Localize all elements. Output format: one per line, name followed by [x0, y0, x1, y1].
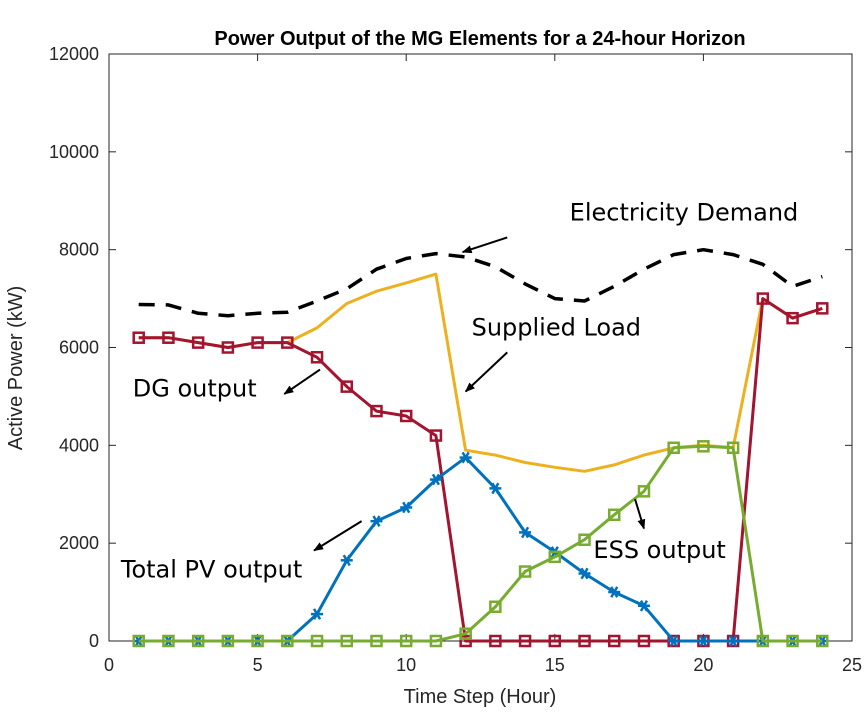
dg-output-point — [459, 634, 472, 648]
dg-output-point — [489, 634, 502, 648]
dg-output-point — [548, 634, 562, 648]
x-tick-label: 10 — [396, 655, 416, 675]
dg-output-point — [518, 634, 532, 648]
chart-title: Power Output of the MG Elements for a 24… — [214, 28, 745, 50]
ess-output-point — [162, 634, 175, 648]
dg-output-point — [340, 380, 354, 393]
total-pv-output-annotation: Total PV output — [120, 555, 302, 583]
total-pv-output-point — [637, 599, 650, 612]
ess-output-point — [518, 565, 532, 578]
x-tick-label: 25 — [842, 655, 862, 675]
ess-output-point — [756, 634, 770, 648]
dg-output-point — [281, 336, 294, 349]
dg-output-point — [607, 634, 621, 648]
ess-output-point — [429, 634, 443, 648]
ess-output-point — [310, 634, 324, 648]
y-axis-label: Active Power (kW) — [5, 286, 27, 450]
total-pv-output-point — [519, 526, 532, 539]
total-pv-output-point — [697, 635, 710, 647]
ess-output-point — [578, 533, 591, 546]
ess-output-point — [281, 634, 294, 648]
ess-output-point — [548, 550, 562, 564]
dg-output-point — [310, 351, 324, 364]
total-pv-output-arrow — [313, 520, 363, 552]
ess-output-point — [459, 627, 472, 640]
ess-output-point — [667, 441, 680, 455]
x-tick-label: 20 — [693, 655, 713, 675]
total-pv-output-point — [429, 473, 442, 486]
total-pv-output-point — [578, 567, 591, 580]
dg-output-point — [816, 302, 829, 315]
dg-output-point — [578, 634, 591, 648]
x-tick-label: 5 — [253, 655, 263, 675]
dg-output-point — [429, 429, 443, 442]
total-pv-output-point — [311, 608, 324, 620]
y-tick-label: 10000 — [49, 142, 99, 162]
x-axis-label: Time Step (Hour) — [404, 686, 557, 708]
dg-output-point — [786, 311, 799, 325]
ess-output-point — [251, 634, 264, 648]
ess-output-annotation: ESS output — [593, 536, 725, 564]
ess-output-point — [399, 634, 413, 648]
ess-output-point — [607, 508, 621, 522]
dg-output-arrow — [283, 368, 321, 395]
dg-output-point — [132, 331, 145, 344]
x-tick-label: 0 — [104, 655, 114, 675]
total-pv-output-point — [489, 482, 502, 495]
ess-output-point — [132, 634, 145, 648]
supplied-load-arrow — [464, 351, 508, 393]
dg-output-point — [251, 336, 264, 349]
y-tick-label: 8000 — [59, 240, 99, 260]
total-pv-output-point — [727, 635, 740, 647]
electricity-demand-line — [138, 247, 823, 318]
total-pv-output-point — [667, 635, 680, 647]
x-tick-label: 15 — [545, 655, 565, 675]
ess-output-point — [191, 634, 205, 648]
y-tick-label: 6000 — [59, 338, 99, 358]
dg-output-point — [756, 292, 770, 305]
y-tick-label: 4000 — [59, 435, 99, 455]
ess-output-point — [726, 441, 740, 455]
ess-output-point — [816, 634, 829, 648]
ess-output-point — [786, 634, 799, 648]
ess-output-point — [697, 440, 710, 453]
ess-output-point — [489, 600, 502, 614]
total-pv-output-point — [400, 501, 413, 514]
plot-area: 0 5 10 15 20 25 0 2000 4000 6000 8000 10000 12000 Ele… — [49, 44, 862, 675]
y-tick-label: 12000 — [49, 44, 99, 64]
ess-output-point — [221, 634, 235, 648]
y-tick-label: 2000 — [59, 533, 99, 553]
supplied-load-annotation: Supplied Load — [472, 313, 641, 341]
electricity-demand-annotation: Electricity Demand — [570, 198, 799, 226]
ess-output-point — [370, 634, 383, 648]
dg-output-point — [162, 331, 175, 344]
ess-output-point — [637, 485, 651, 498]
dg-output-point — [370, 404, 383, 418]
ess-output-point — [340, 634, 354, 648]
total-pv-output-point — [340, 554, 353, 567]
dg-output-point — [637, 634, 651, 648]
electricity-demand-arrow — [461, 236, 508, 254]
total-pv-output-point — [608, 586, 621, 598]
y-tick-label: 0 — [89, 631, 99, 651]
dg-output-point — [221, 341, 235, 354]
dg-output-point — [399, 409, 413, 423]
total-pv-output-point — [370, 515, 383, 527]
dg-output-point — [191, 336, 205, 349]
ess-output-arrow — [634, 498, 646, 530]
dg-output-annotation: DG output — [133, 374, 257, 402]
total-pv-output-point — [459, 451, 472, 464]
